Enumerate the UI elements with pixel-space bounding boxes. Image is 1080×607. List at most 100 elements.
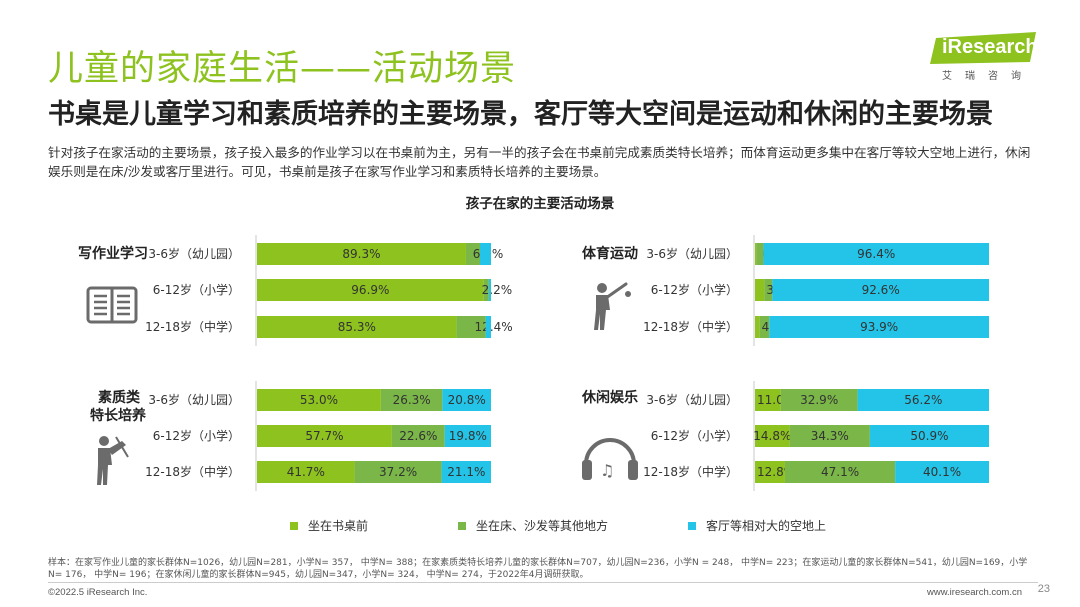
panel-category-label: 休闲娱乐 [581, 389, 638, 406]
bar-segment [257, 243, 466, 265]
data-label: 96.9% [351, 283, 389, 297]
page-subtitle: 书桌是儿童学习和素质培养的主要场景，客厅等大空间是运动和休闲的主要场景 [48, 99, 993, 130]
row-label: 3-6岁（幼儿园） [646, 392, 738, 407]
row-label: 6-12岁（小学） [153, 282, 240, 297]
legend-item-bed-sofa: 坐在床、沙发等其他地方 [458, 517, 608, 534]
data-label: 89.3% [342, 247, 380, 261]
bar-segment [763, 243, 989, 265]
data-label: 37.2% [379, 465, 417, 479]
data-label: 12.4% [475, 320, 513, 334]
bar-segment [755, 461, 785, 483]
row-label: 3-6岁（幼儿园） [148, 392, 240, 407]
row-label: 3-6岁（幼儿园） [646, 246, 738, 261]
headphones-icon: ♫ [582, 438, 638, 480]
bar-segment [869, 425, 989, 447]
bar-segment [391, 425, 445, 447]
bar-segment [780, 389, 858, 411]
copyright-text: ©2022.5 iResearch Inc. [48, 587, 148, 598]
bar-segment [465, 243, 481, 265]
data-label: 40.1% [923, 465, 961, 479]
logo-brand-text: iResearch [942, 36, 1038, 58]
row-label: 12-18岁（中学） [145, 319, 240, 334]
bar-segment [895, 461, 989, 483]
panel-category-label: 素质类 [98, 389, 141, 406]
bar-segment [764, 279, 773, 301]
bar-segment [755, 389, 781, 411]
bar-segment [756, 243, 764, 265]
iresearch-logo: iResearch 艾瑞咨询 [930, 32, 1040, 87]
panel-category-label: 写作业学习 [78, 245, 148, 262]
data-label: 32.9% [800, 393, 838, 407]
bar-segment [480, 243, 491, 265]
row-label: 12-18岁（中学） [643, 319, 738, 334]
legend-swatch-desk [290, 521, 298, 530]
bar-segment [257, 279, 484, 301]
legend-label-living-room: 客厅等相对大的空地上 [706, 519, 827, 533]
bar-segment [772, 279, 989, 301]
data-label: 19.8% [449, 429, 487, 443]
row-label: 12-18岁（中学） [643, 464, 738, 479]
bar-segment [857, 389, 989, 411]
data-label: 93.9% [860, 320, 898, 334]
row-label: 3-6岁（幼儿园） [148, 246, 240, 261]
bar-segment [257, 461, 355, 483]
panel-category-label: 体育运动 [582, 245, 638, 262]
bar-segment [444, 425, 491, 447]
bar-segment [755, 279, 765, 301]
chart-title: 孩子在家的主要活动场景 [465, 196, 615, 212]
bar-segment [257, 425, 392, 447]
bar-segment [789, 425, 870, 447]
data-label: 41.7% [287, 465, 325, 479]
bar-segment [488, 279, 491, 301]
data-label: 34.3% [811, 429, 849, 443]
data-label: 50.9% [910, 429, 948, 443]
bar-segment [755, 316, 760, 338]
bar-segment [441, 461, 491, 483]
bar-segment [769, 316, 989, 338]
data-label: 96.4% [857, 247, 895, 261]
legend-swatch-living-room [688, 521, 696, 530]
svg-text:♫: ♫ [600, 461, 614, 480]
panel-leisure: 休闲娱乐♫3-6岁（幼儿园） 11.0% 32.9% 56.2%6-12岁（小学） 14… [581, 381, 989, 491]
bar-segment [442, 389, 491, 411]
bar-segment [755, 425, 790, 447]
data-label: 92.6% [862, 283, 900, 297]
legend-label-desk: 坐在书桌前 [308, 519, 369, 533]
legend-swatch-bed-sofa [458, 521, 466, 530]
baseball-player-icon [594, 282, 631, 330]
bar-segment [485, 316, 491, 338]
data-label: 22.6% [399, 429, 437, 443]
row-label: 12-18岁（中学） [145, 464, 240, 479]
data-label: 47.1% [821, 465, 859, 479]
bar-segment [257, 389, 381, 411]
row-label: 6-12岁（小学） [651, 428, 738, 443]
bar-segment [257, 316, 457, 338]
page-number: 23 [1037, 583, 1050, 595]
bar-segment [354, 461, 442, 483]
panel-category-label: 特长培养 [90, 407, 147, 424]
bar-segment [456, 316, 486, 338]
data-label: 85.3% [338, 320, 376, 334]
bar-segment [759, 316, 770, 338]
legend-label-bed-sofa: 坐在床、沙发等其他地方 [476, 519, 609, 533]
bar-segment [784, 461, 896, 483]
chart-legend: 坐在书桌前 坐在床、沙发等其他地方 客厅等相对大的空地上 [0, 517, 1080, 533]
book-icon [86, 286, 138, 324]
website-text: www.iresearch.com.cn [926, 587, 1022, 598]
violinist-icon [97, 436, 129, 485]
data-label: 14.8% [753, 429, 791, 443]
data-label: 56.2% [904, 393, 942, 407]
bar-segment [755, 243, 757, 265]
row-label: 6-12岁（小学） [153, 428, 240, 443]
data-label: 21.1% [447, 465, 485, 479]
panel-homework: 写作业学习3-6岁（幼儿园）89.3%6.0%6-12岁（小学）96.9%2.2… [78, 235, 513, 346]
bar-segment [380, 389, 443, 411]
legend-item-desk: 坐在书桌前 [290, 517, 368, 534]
page-description: 针对孩子在家活动的主要场景，孩子投入最多的作业学习以在书桌前为主，另有一半的孩子… [48, 145, 1031, 179]
logo-badge-icon [930, 32, 1036, 64]
data-label: 20.8% [448, 393, 486, 407]
logo-sub-text: 艾瑞咨询 [942, 71, 1034, 82]
bar-segment [483, 279, 489, 301]
